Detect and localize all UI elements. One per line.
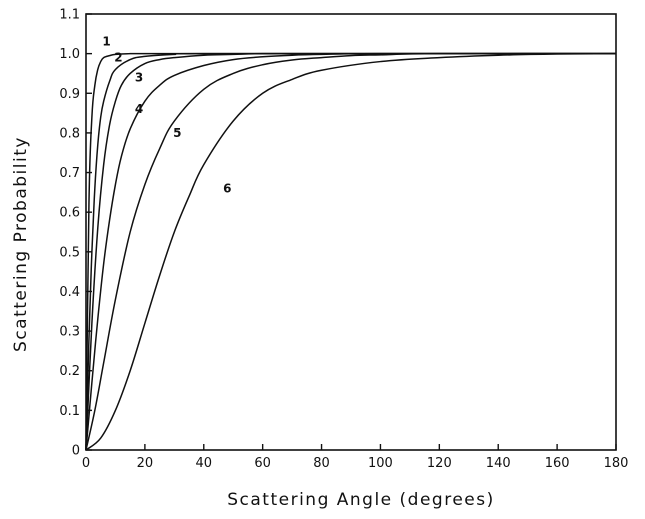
x-tick-label: 100 — [368, 456, 393, 471]
curve-3 — [85, 52, 616, 451]
curve-label-4: 4 — [135, 102, 143, 116]
tick-group: 0 20 40 60 80 100 120 140 160 180 0 0.1 0.2 0.3 0.4 0.5… — [59, 8, 628, 472]
x-tick-label: 80 — [313, 456, 330, 471]
y-tick-label: 0.8 — [59, 126, 80, 141]
x-axis-title: Scattering Angle (degrees) — [227, 490, 495, 510]
x-tick-label: 180 — [604, 456, 629, 471]
curve-6 — [85, 52, 617, 451]
curve-label-3: 3 — [135, 70, 143, 84]
y-tick-label: 0.9 — [59, 87, 80, 102]
x-tick-label: 140 — [486, 456, 511, 471]
curve-label-5: 5 — [173, 126, 181, 140]
curve-group — [85, 52, 617, 451]
y-tick-label: 0.4 — [59, 285, 80, 300]
y-tick-label: 1.0 — [59, 47, 80, 62]
curve-5 — [85, 52, 617, 451]
y-tick-label: 0.7 — [59, 166, 80, 181]
curve-4 — [85, 52, 617, 451]
x-tick-label: 20 — [137, 456, 154, 471]
x-tick-label: 40 — [196, 456, 213, 471]
x-tick-label: 0 — [82, 456, 90, 471]
curve-1 — [85, 52, 616, 451]
curve-2 — [85, 52, 617, 451]
y-tick-label: 0.6 — [59, 206, 80, 221]
y-tick-label: 0.5 — [59, 245, 80, 260]
curve-label-group: 123 4 5 6 — [102, 35, 231, 196]
x-tick-label: 160 — [545, 456, 570, 471]
y-tick-label: 0 — [72, 444, 80, 459]
curve-label-2: 2 — [114, 51, 122, 65]
curve-label-1: 1 — [102, 35, 110, 49]
y-tick-label: 0.3 — [59, 325, 80, 340]
y-tick-label: 1.1 — [59, 8, 80, 23]
y-tick-label: 0.1 — [59, 404, 80, 419]
x-tick-label: 60 — [254, 456, 271, 471]
plot-frame — [85, 13, 617, 451]
y-axis-title: Scattering Probability — [11, 136, 31, 352]
curve-label-6: 6 — [223, 181, 231, 195]
axes — [85, 13, 617, 451]
x-tick-label: 120 — [427, 456, 452, 471]
y-tick-label: 0.2 — [59, 364, 80, 379]
